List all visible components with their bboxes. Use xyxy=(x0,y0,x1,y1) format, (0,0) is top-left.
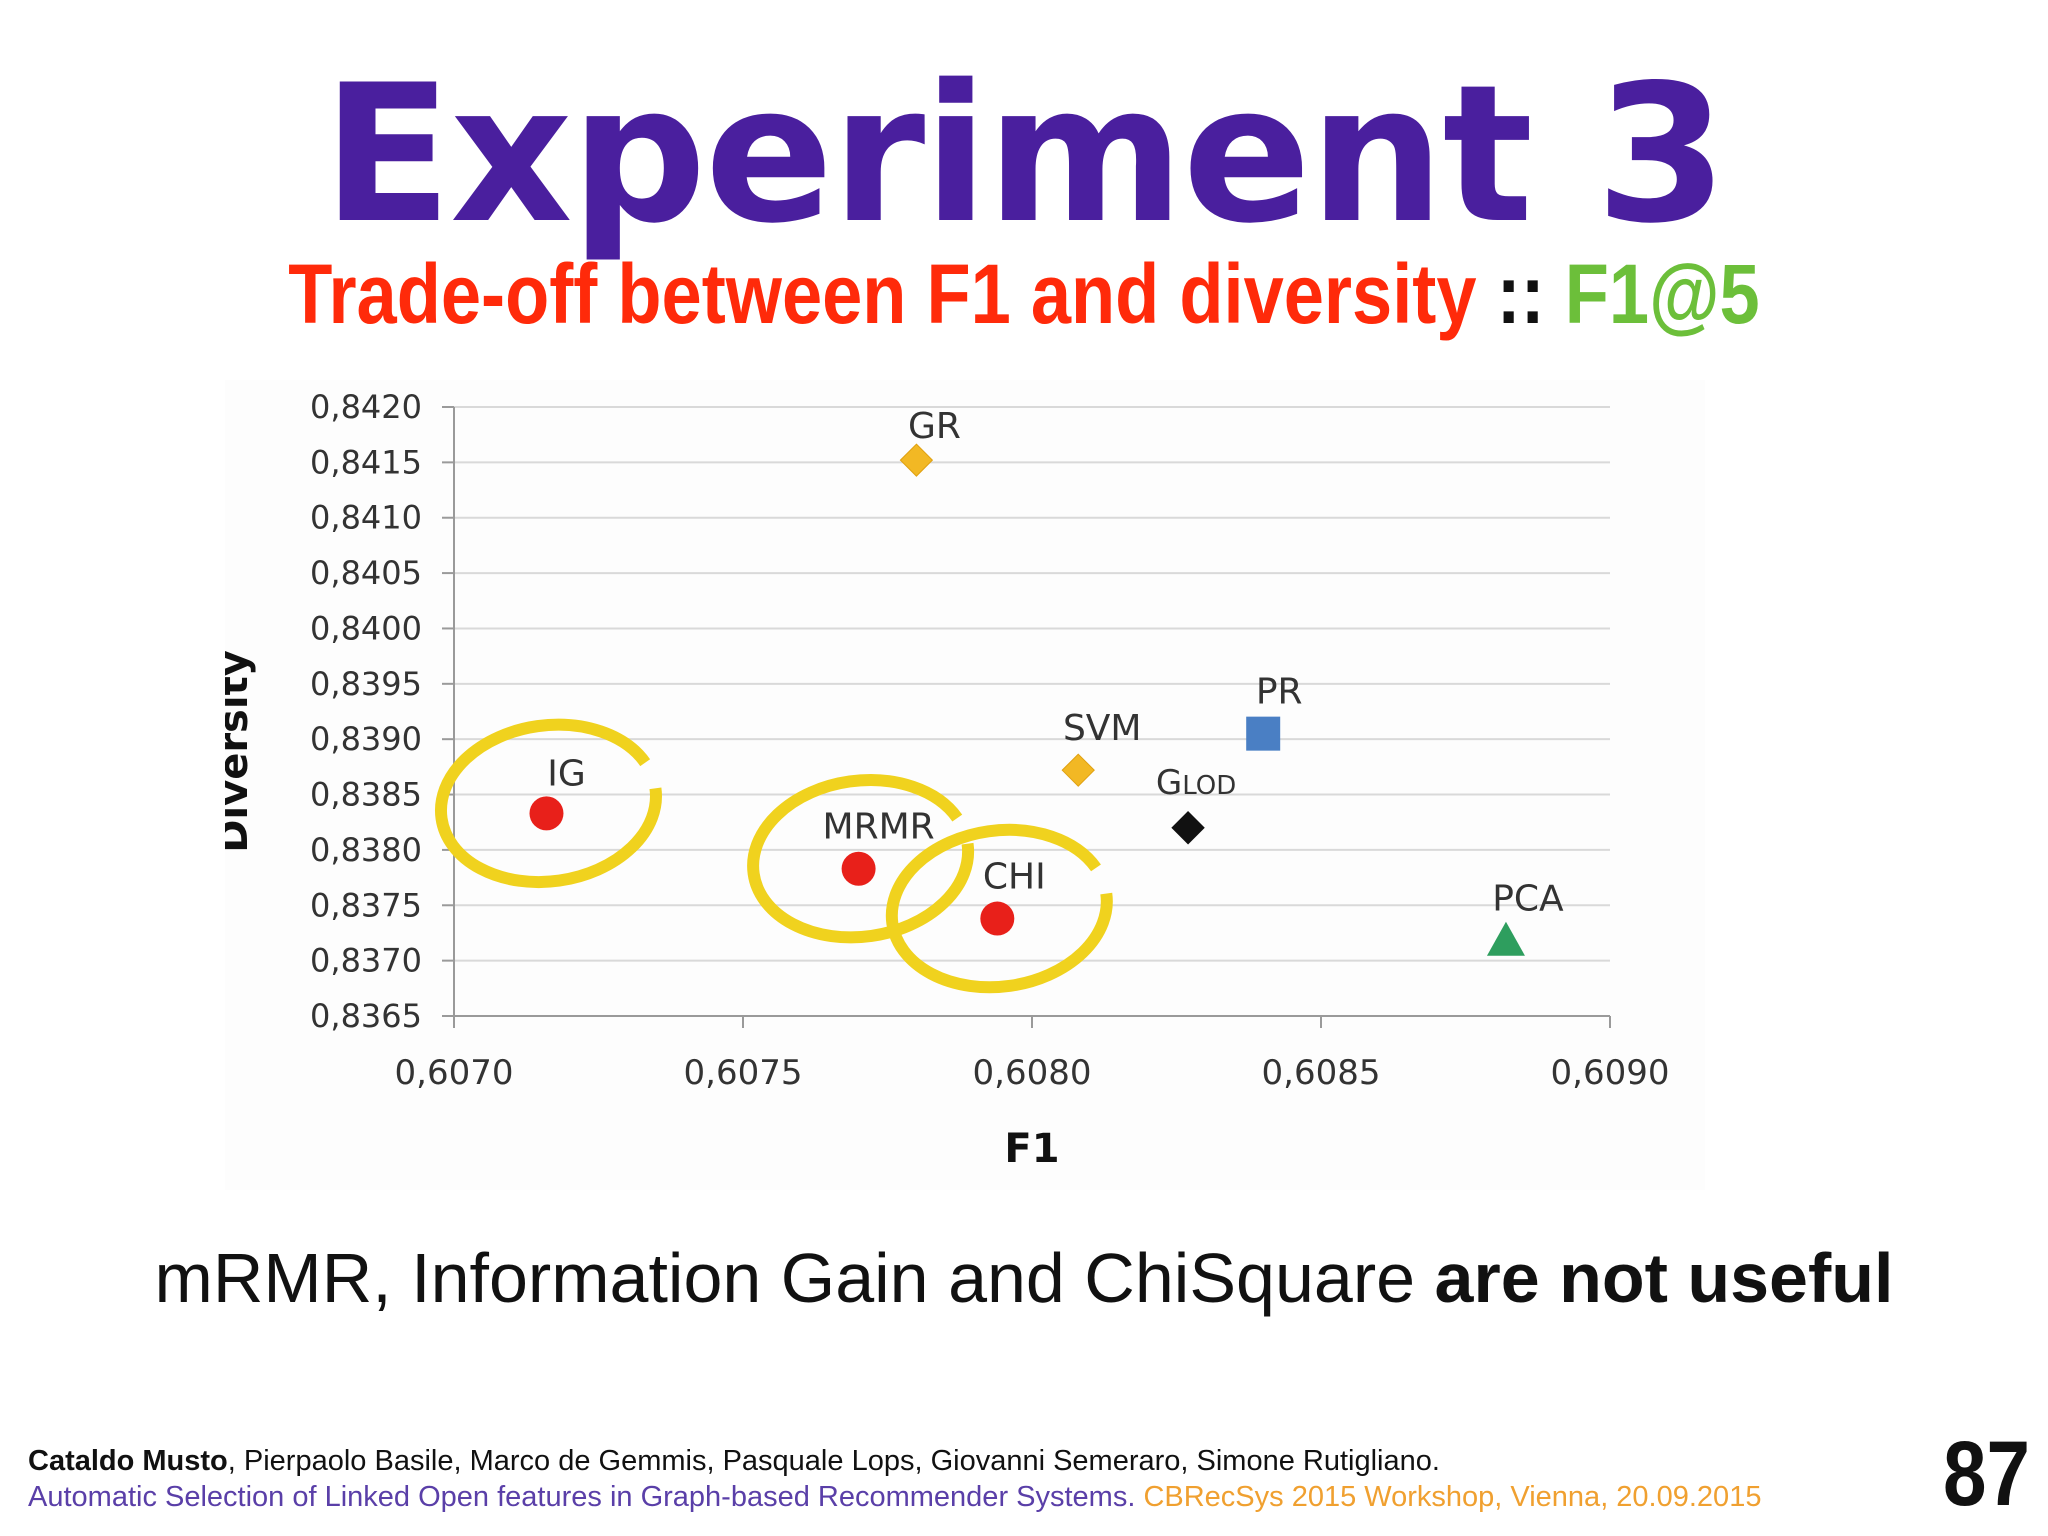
statement-normal: mRMR, Information Gain and ChiSquare xyxy=(154,1239,1435,1317)
y-tick-label: 0,8370 xyxy=(310,942,422,980)
footer-paper-title: Automatic Selection of Linked Open featu… xyxy=(28,1481,1144,1513)
point-label-svm: SVM xyxy=(1063,708,1142,749)
grid-lines xyxy=(454,406,1610,962)
y-tick-label: 0,8395 xyxy=(310,665,422,703)
x-tick-label: 0,6090 xyxy=(1551,1053,1670,1093)
y-axis-title: Diversity xyxy=(225,650,257,853)
point-label-chi: CHI xyxy=(983,857,1046,898)
point-label-gr: GR xyxy=(908,406,961,447)
y-tick-label: 0,8390 xyxy=(310,720,422,758)
point-gr xyxy=(899,443,934,477)
point-label-pca: PCA xyxy=(1492,879,1564,920)
conclusion-statement: mRMR, Information Gain and ChiSquare are… xyxy=(0,1240,2048,1317)
subtitle-metric: F1@5 xyxy=(1564,247,1760,341)
x-axis-title: F1 xyxy=(1004,1126,1059,1172)
footer-authors: Cataldo Musto, Pierpaolo Basile, Marco d… xyxy=(28,1445,1440,1478)
point-pca xyxy=(1486,921,1525,956)
point-label-glod-rest: LOD xyxy=(1182,771,1236,801)
x-tick-label: 0,6085 xyxy=(1262,1053,1381,1093)
subtitle-main: Trade-off between F1 and diversity xyxy=(288,247,1477,341)
point-labels: IG MRMR CHI GR SVM GLOD PR PCA xyxy=(547,406,1564,920)
axes: 0,8365 0,8370 0,8375 0,8380 0,8385 0,8390 0,83… xyxy=(310,388,1669,1093)
point-label-glod-initial: G xyxy=(1156,763,1182,803)
point-label-pr: PR xyxy=(1256,672,1303,713)
y-tick-label: 0,8385 xyxy=(310,776,422,814)
point-label-glod: GLOD xyxy=(1156,763,1236,803)
page-number: 87 xyxy=(1943,1423,2030,1525)
data-points xyxy=(529,443,1525,956)
slide-title: Experiment 3 xyxy=(322,44,1727,265)
scatter-chart: 0,8365 0,8370 0,8375 0,8380 0,8385 0,8390 0,83… xyxy=(225,380,1705,1190)
footer-author-bold: Cataldo Musto xyxy=(28,1445,228,1477)
point-chi xyxy=(980,901,1015,936)
slide-subtitle: Trade-off between F1 and diversity :: F1… xyxy=(143,252,1904,336)
footer-venue: CBRecSys 2015 Workshop, Vienna, 20.09.20… xyxy=(1143,1481,1762,1513)
footer-citation: Automatic Selection of Linked Open featu… xyxy=(28,1481,1761,1514)
y-tick-label: 0,8400 xyxy=(310,609,422,647)
x-tick-label: 0,6080 xyxy=(973,1053,1092,1093)
y-tick-label: 0,8420 xyxy=(310,388,422,426)
y-tick-label: 0,8380 xyxy=(310,831,422,869)
point-pr xyxy=(1246,716,1281,751)
point-label-mrmr: MRMR xyxy=(823,807,935,848)
x-tick-label: 0,6075 xyxy=(684,1053,803,1093)
footer-authors-rest: , Pierpaolo Basile, Marco de Gemmis, Pas… xyxy=(227,1445,1440,1477)
highlight-circle-ig xyxy=(434,718,662,889)
point-label-ig: IG xyxy=(547,753,586,794)
y-tick-label: 0,8410 xyxy=(310,499,422,537)
x-tick-label: 0,6070 xyxy=(395,1053,514,1093)
y-tick-label: 0,8365 xyxy=(310,997,422,1035)
y-tick-label: 0,8415 xyxy=(310,443,422,481)
point-glod xyxy=(1171,811,1205,845)
point-svm xyxy=(1061,753,1095,787)
highlight-circle-chi xyxy=(885,823,1113,994)
y-tick-label: 0,8375 xyxy=(310,886,422,924)
highlight-circle-mrmr xyxy=(747,774,975,944)
highlight-circles xyxy=(434,718,1113,994)
subtitle-separator: :: xyxy=(1476,247,1565,341)
chart-canvas: 0,8365 0,8370 0,8375 0,8380 0,8385 0,8390 0,83… xyxy=(225,388,1669,1172)
point-mrmr xyxy=(841,851,876,886)
y-tick-label: 0,8405 xyxy=(310,554,422,592)
statement-bold: are not useful xyxy=(1434,1239,1894,1317)
point-ig xyxy=(529,796,564,831)
